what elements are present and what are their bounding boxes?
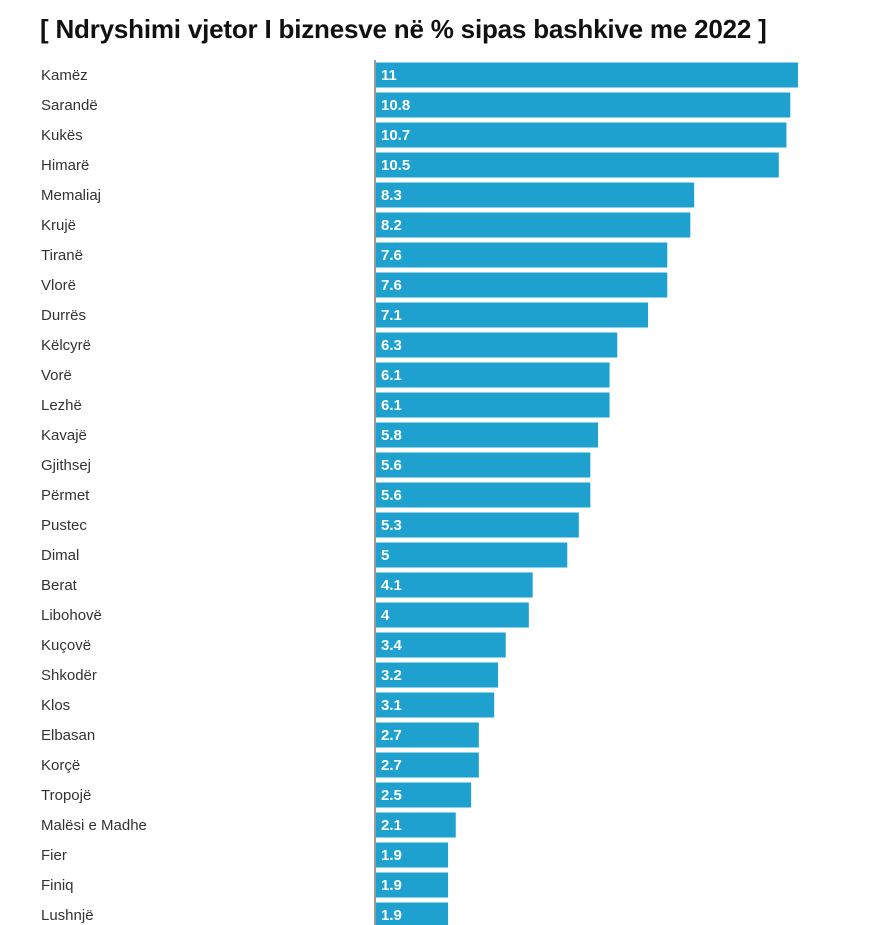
data-label: 5.3 [381,517,402,534]
category-label: Krujë [41,217,76,234]
category-label: Sarandë [41,97,98,114]
bar [376,212,691,238]
data-label: 10.5 [381,157,410,174]
bar [376,662,499,688]
category-label: Pustec [41,517,87,534]
bar [376,272,668,298]
bar [376,92,791,118]
category-label: Gjithsej [41,457,91,474]
data-label: 5 [381,547,389,564]
bar [376,332,618,358]
data-label: 5.8 [381,427,402,444]
category-label: Durrës [41,307,86,324]
data-label: 2.1 [381,817,402,834]
bar [376,842,449,868]
category-label: Malësi e Madhe [41,817,147,834]
bar [376,782,472,808]
bar [376,632,506,658]
data-label: 2.7 [381,757,402,774]
data-label: 1.9 [381,847,402,864]
category-label: Kavajë [41,427,87,444]
category-label: Dimal [41,547,79,564]
bar [376,122,787,148]
bar [376,512,579,538]
category-label: Vlorë [41,277,76,294]
category-label: Tiranë [41,247,83,264]
category-label: Finiq [41,877,74,894]
data-label: 5.6 [381,487,402,504]
bar [376,392,610,418]
bar [376,242,668,268]
data-label: 7.6 [381,247,402,264]
category-label: Përmet [41,487,90,504]
bar [376,422,599,448]
bar [376,902,449,925]
category-label: Memaliaj [41,187,101,204]
category-label: Vorë [41,367,72,384]
data-label: 4.1 [381,577,402,594]
category-label: Fier [41,847,67,864]
bar [376,722,479,748]
data-label: 7.6 [381,277,402,294]
bar [376,872,449,898]
data-label: 7.1 [381,307,402,324]
data-label: 8.3 [381,187,402,204]
bar [376,182,695,208]
category-label: Tropojë [41,787,91,804]
data-label: 5.6 [381,457,402,474]
bar [376,362,610,388]
category-label: Kuçovë [41,637,91,654]
data-label: 10.8 [381,97,410,114]
data-label: 6.1 [381,367,402,384]
bar [376,302,649,328]
chart-title: [ Ndryshimi vjetor I biznesve në % sipas… [40,14,767,44]
bar [376,602,529,628]
bar [376,62,798,88]
data-label: 1.9 [381,907,402,924]
category-label: Korçë [41,757,80,774]
bar [376,692,495,718]
category-label: Lushnjë [41,907,94,924]
category-label: Kamëz [41,67,88,84]
bar [376,542,568,568]
category-label: Klos [41,697,70,714]
category-label: Himarë [41,157,89,174]
data-label: 10.7 [381,127,410,144]
data-label: 3.4 [381,637,403,654]
data-label: 1.9 [381,877,402,894]
data-label: 6.1 [381,397,402,414]
data-label: 11 [381,67,397,84]
bar [376,572,533,598]
data-label: 8.2 [381,217,402,234]
category-label: Lezhë [41,397,82,414]
data-label: 2.5 [381,787,402,804]
data-label: 4 [381,607,390,624]
category-label: Berat [41,577,78,594]
category-label: Libohovë [41,607,102,624]
category-label: Kukës [41,127,83,144]
category-label: Elbasan [41,727,95,744]
data-label: 6.3 [381,337,402,354]
category-label: Këlcyrë [41,337,91,354]
category-label: Shkodër [41,667,97,684]
data-label: 3.2 [381,667,402,684]
bar [376,482,591,508]
bar [376,452,591,478]
data-label: 3.1 [381,697,402,714]
bar [376,752,479,778]
bar [376,152,779,178]
data-label: 2.7 [381,727,402,744]
bar [376,812,456,838]
